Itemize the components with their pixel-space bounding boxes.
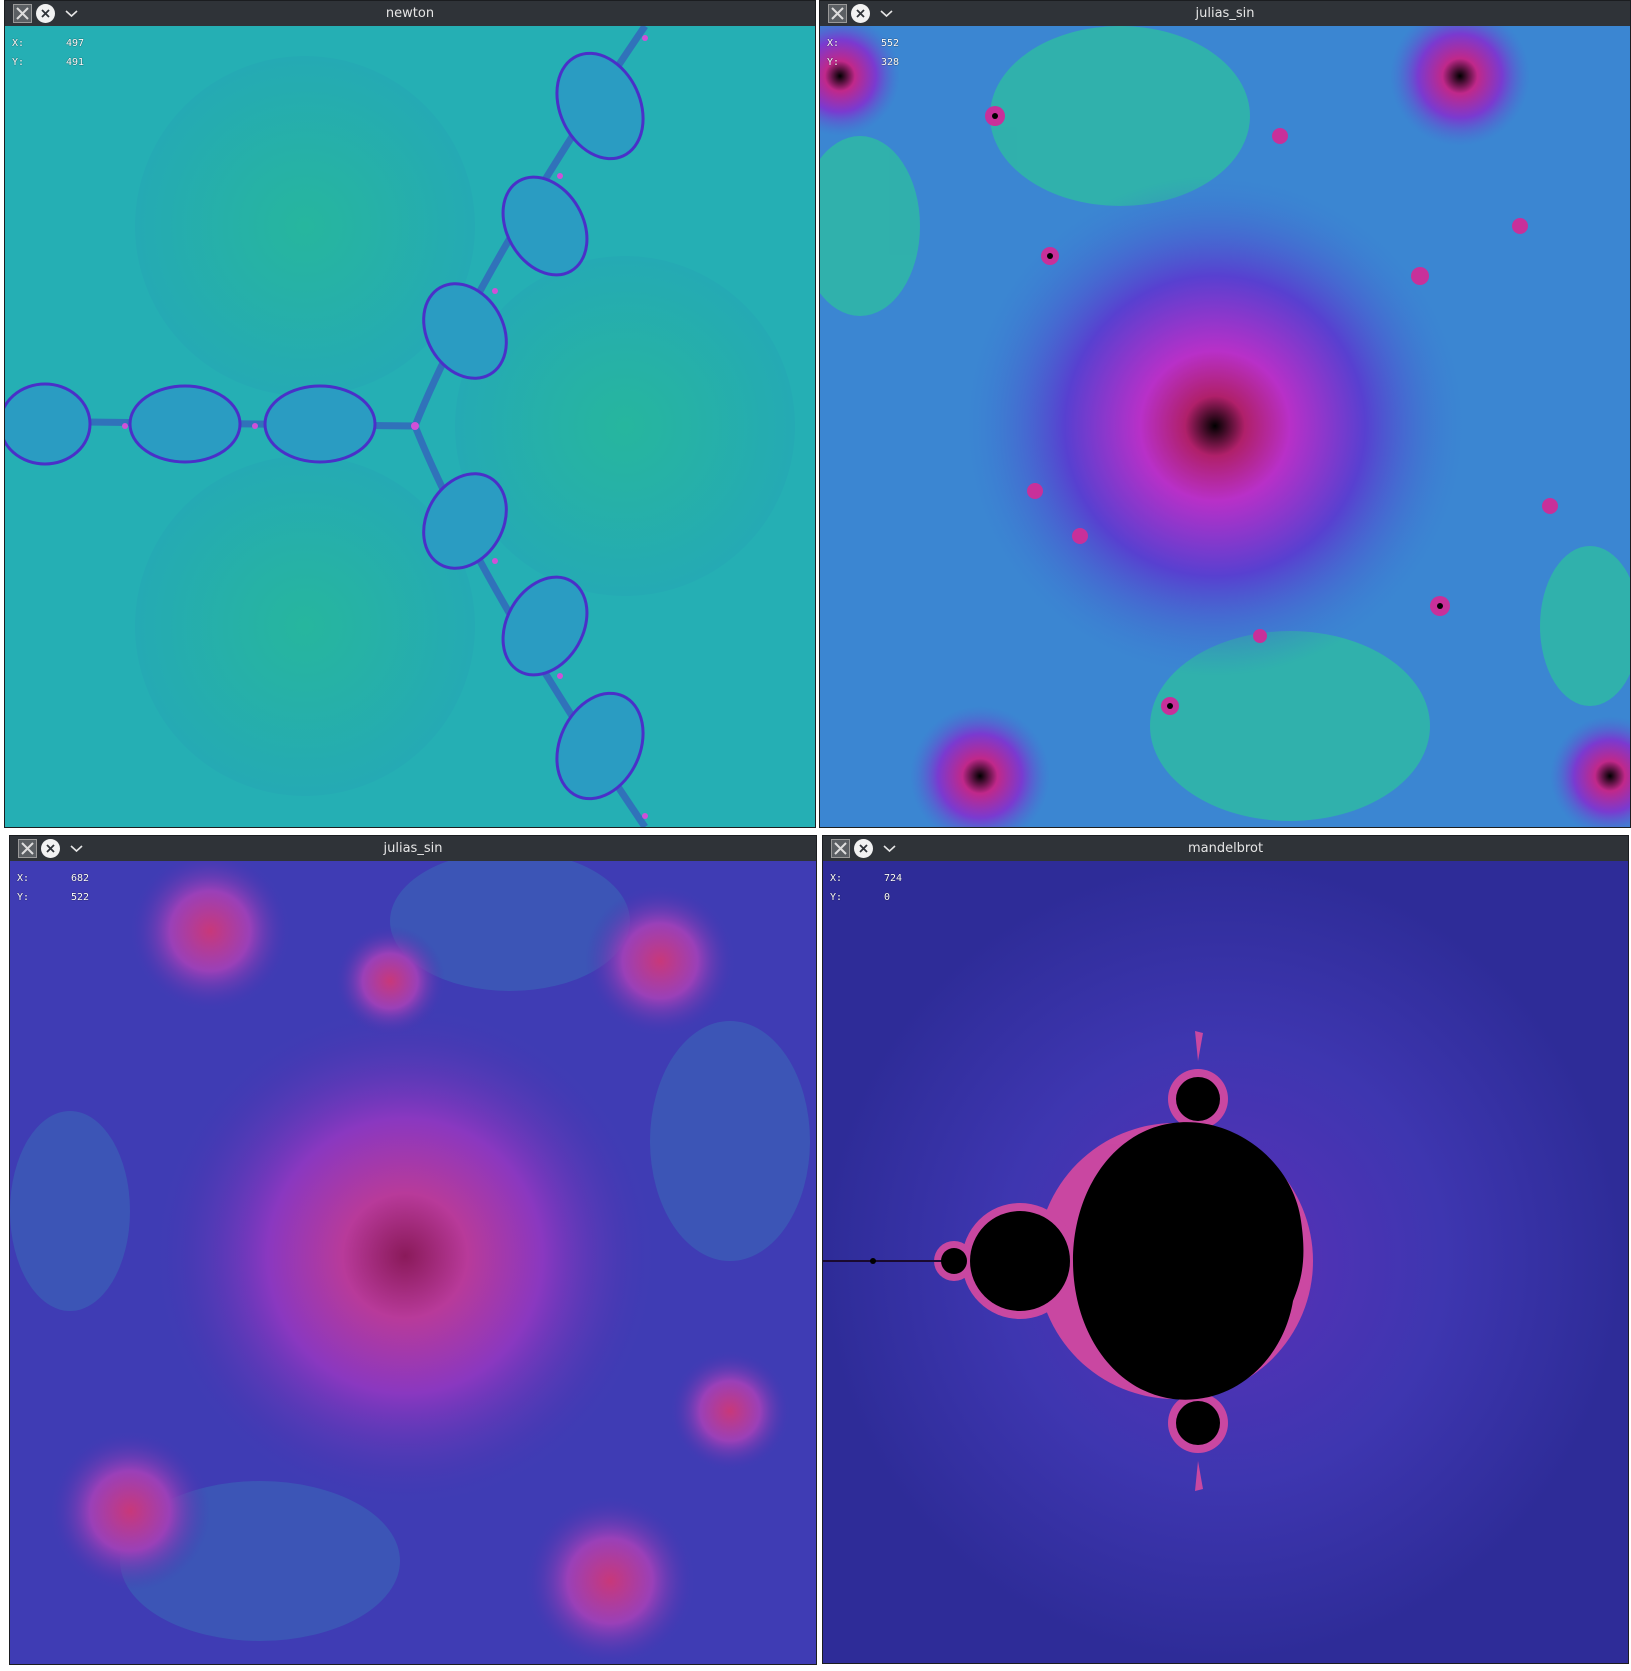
fractal-canvas-julias-sin-1[interactable]: X: 552 Y: 328 [820, 26, 1630, 827]
x-value: 552 [881, 38, 900, 49]
x-value: 724 [884, 873, 903, 884]
fractal-canvas-julias-sin-2[interactable]: X: 682 Y: 522 [10, 861, 816, 1664]
x-label: X: [830, 873, 843, 884]
close-icon[interactable] [36, 4, 55, 23]
coordinate-readout: X: 497 Y: 491 [12, 34, 84, 72]
x-label: X: [17, 873, 30, 884]
y-label: Y: [827, 57, 840, 68]
title-bar[interactable]: julias_sin [10, 836, 816, 861]
y-label: Y: [830, 892, 843, 903]
x11-app-icon[interactable] [828, 4, 847, 23]
y-value: 491 [66, 57, 85, 68]
window-title: newton [385, 6, 435, 21]
mandelbrot-fractal-image [823, 861, 1628, 1663]
x-value: 497 [66, 38, 85, 49]
coordinate-readout: X: 682 Y: 522 [17, 869, 89, 907]
chevron-down-icon[interactable] [67, 839, 86, 858]
title-bar[interactable]: newton [5, 1, 815, 26]
window-mandelbrot[interactable]: mandelbrot [822, 835, 1629, 1664]
fractal-canvas-newton[interactable]: X: 497 Y: 491 [5, 26, 815, 827]
coordinate-readout: X: 724 Y: 0 [830, 869, 902, 907]
chevron-down-icon[interactable] [877, 4, 896, 23]
x-value: 682 [71, 873, 90, 884]
y-value: 522 [71, 892, 90, 903]
window-title: julias_sin [1195, 6, 1255, 21]
window-title: mandelbrot [1187, 841, 1264, 856]
chevron-down-icon[interactable] [880, 839, 899, 858]
chevron-down-icon[interactable] [62, 4, 81, 23]
title-bar[interactable]: julias_sin [820, 1, 1630, 26]
window-newton[interactable]: newton [4, 0, 816, 828]
y-value: 328 [881, 57, 900, 68]
close-icon[interactable] [851, 4, 870, 23]
x11-app-icon[interactable] [831, 839, 850, 858]
y-value: 0 [884, 892, 891, 903]
julia-sin-fractal-image-2 [10, 861, 816, 1664]
x-label: X: [827, 38, 840, 49]
julia-sin-fractal-image-1 [820, 26, 1630, 827]
coordinate-readout: X: 552 Y: 328 [827, 34, 899, 72]
x11-app-icon[interactable] [18, 839, 37, 858]
window-title: julias_sin [383, 841, 443, 856]
newton-fractal-image [5, 26, 815, 827]
x-label: X: [12, 38, 25, 49]
window-julias-sin-1[interactable]: julias_sin [819, 0, 1631, 828]
close-icon[interactable] [41, 839, 60, 858]
y-label: Y: [12, 57, 25, 68]
fractal-canvas-mandelbrot[interactable]: X: 724 Y: 0 [823, 861, 1628, 1663]
window-julias-sin-2[interactable]: julias_sin [9, 835, 817, 1665]
title-bar[interactable]: mandelbrot [823, 836, 1628, 861]
close-icon[interactable] [854, 839, 873, 858]
x11-app-icon[interactable] [13, 4, 32, 23]
y-label: Y: [17, 892, 30, 903]
